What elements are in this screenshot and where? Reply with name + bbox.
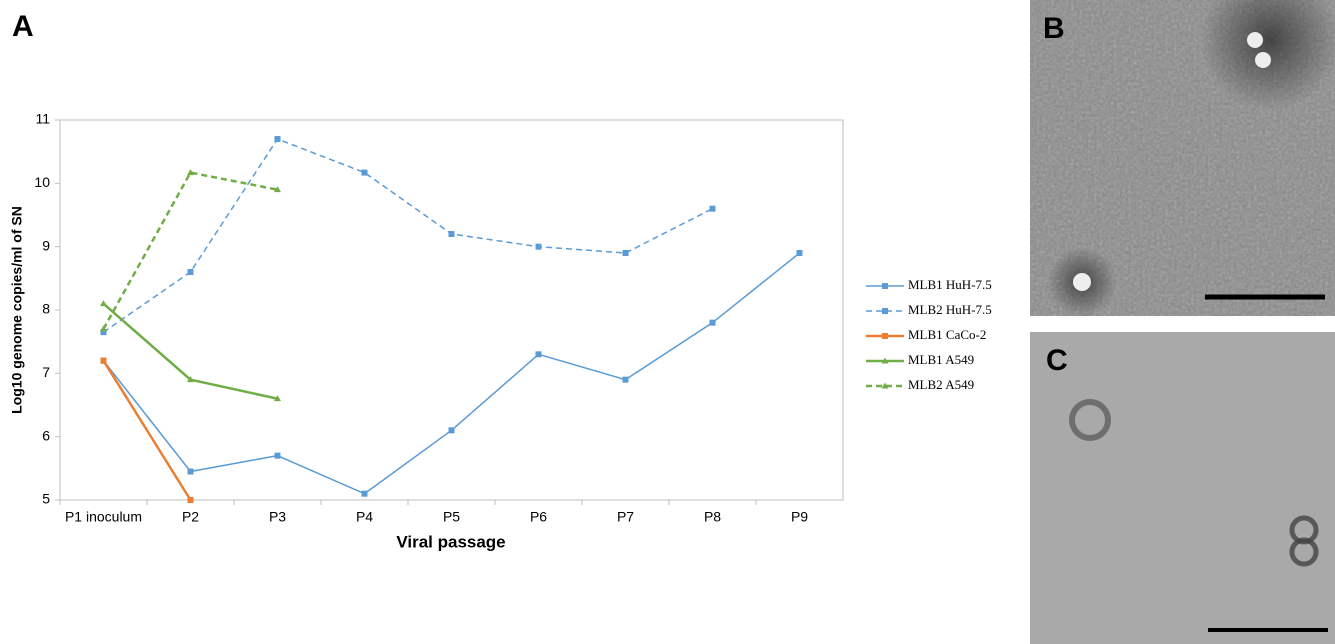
legend-label: MLB1 CaCo-2: [908, 327, 986, 342]
series-line: [104, 253, 800, 494]
marker: [797, 250, 803, 256]
x-tick-label: P5: [443, 509, 460, 525]
marker: [188, 269, 194, 275]
figure: A Viral passage Log10 genome copies/ml o…: [0, 0, 1335, 644]
x-tick-label: P4: [356, 509, 373, 525]
marker: [882, 333, 888, 339]
y-tick-label: 7: [42, 364, 50, 380]
y-tick-label: 10: [34, 174, 50, 190]
marker: [536, 351, 542, 357]
marker: [188, 469, 194, 475]
legend-label: MLB1 A549: [908, 352, 974, 367]
marker: [623, 377, 629, 383]
y-tick-label: 11: [35, 111, 50, 127]
y-tick-label: 5: [42, 491, 50, 507]
x-tick-label: P9: [791, 509, 808, 525]
x-tick-label: P7: [617, 509, 634, 525]
series-line: [104, 139, 713, 332]
marker: [275, 453, 281, 459]
panel-label: B: [1043, 12, 1065, 45]
y-tick-label: 8: [42, 301, 50, 317]
y-axis-label: Log10 genome copies/ml of SN: [9, 206, 25, 414]
series-line: [104, 361, 191, 500]
legend-label: MLB2 A549: [908, 377, 974, 392]
marker: [362, 170, 368, 176]
marker: [275, 136, 281, 142]
marker: [710, 206, 716, 212]
plot-frame: [60, 120, 843, 500]
marker: [362, 491, 368, 497]
x-tick-label: P2: [182, 509, 199, 525]
marker: [188, 497, 194, 503]
micrograph-b: B: [1030, 0, 1335, 317]
panel-label: A: [12, 10, 34, 43]
series-line: [104, 304, 278, 399]
marker: [101, 358, 107, 364]
marker: [882, 308, 888, 314]
panel-label: C: [1046, 344, 1068, 377]
x-tick-label: P3: [269, 509, 286, 525]
marker: [449, 427, 455, 433]
marker: [449, 231, 455, 237]
micrograph-c: C: [1030, 332, 1335, 644]
marker: [623, 250, 629, 256]
series-line: [104, 173, 278, 329]
x-tick-label: P8: [704, 509, 721, 525]
x-tick-label: P6: [530, 509, 547, 525]
legend-label: MLB2 HuH-7.5: [908, 302, 992, 317]
y-tick-label: 9: [42, 237, 50, 253]
marker: [710, 320, 716, 326]
marker: [536, 244, 542, 250]
x-tick-label: P1 inoculum: [65, 509, 142, 525]
marker: [882, 283, 888, 289]
marker: [100, 300, 107, 306]
y-tick-label: 6: [42, 427, 50, 443]
x-axis-label: Viral passage: [396, 532, 505, 551]
page: A Viral passage Log10 genome copies/ml o…: [0, 0, 1335, 644]
legend-label: MLB1 HuH-7.5: [908, 277, 992, 292]
